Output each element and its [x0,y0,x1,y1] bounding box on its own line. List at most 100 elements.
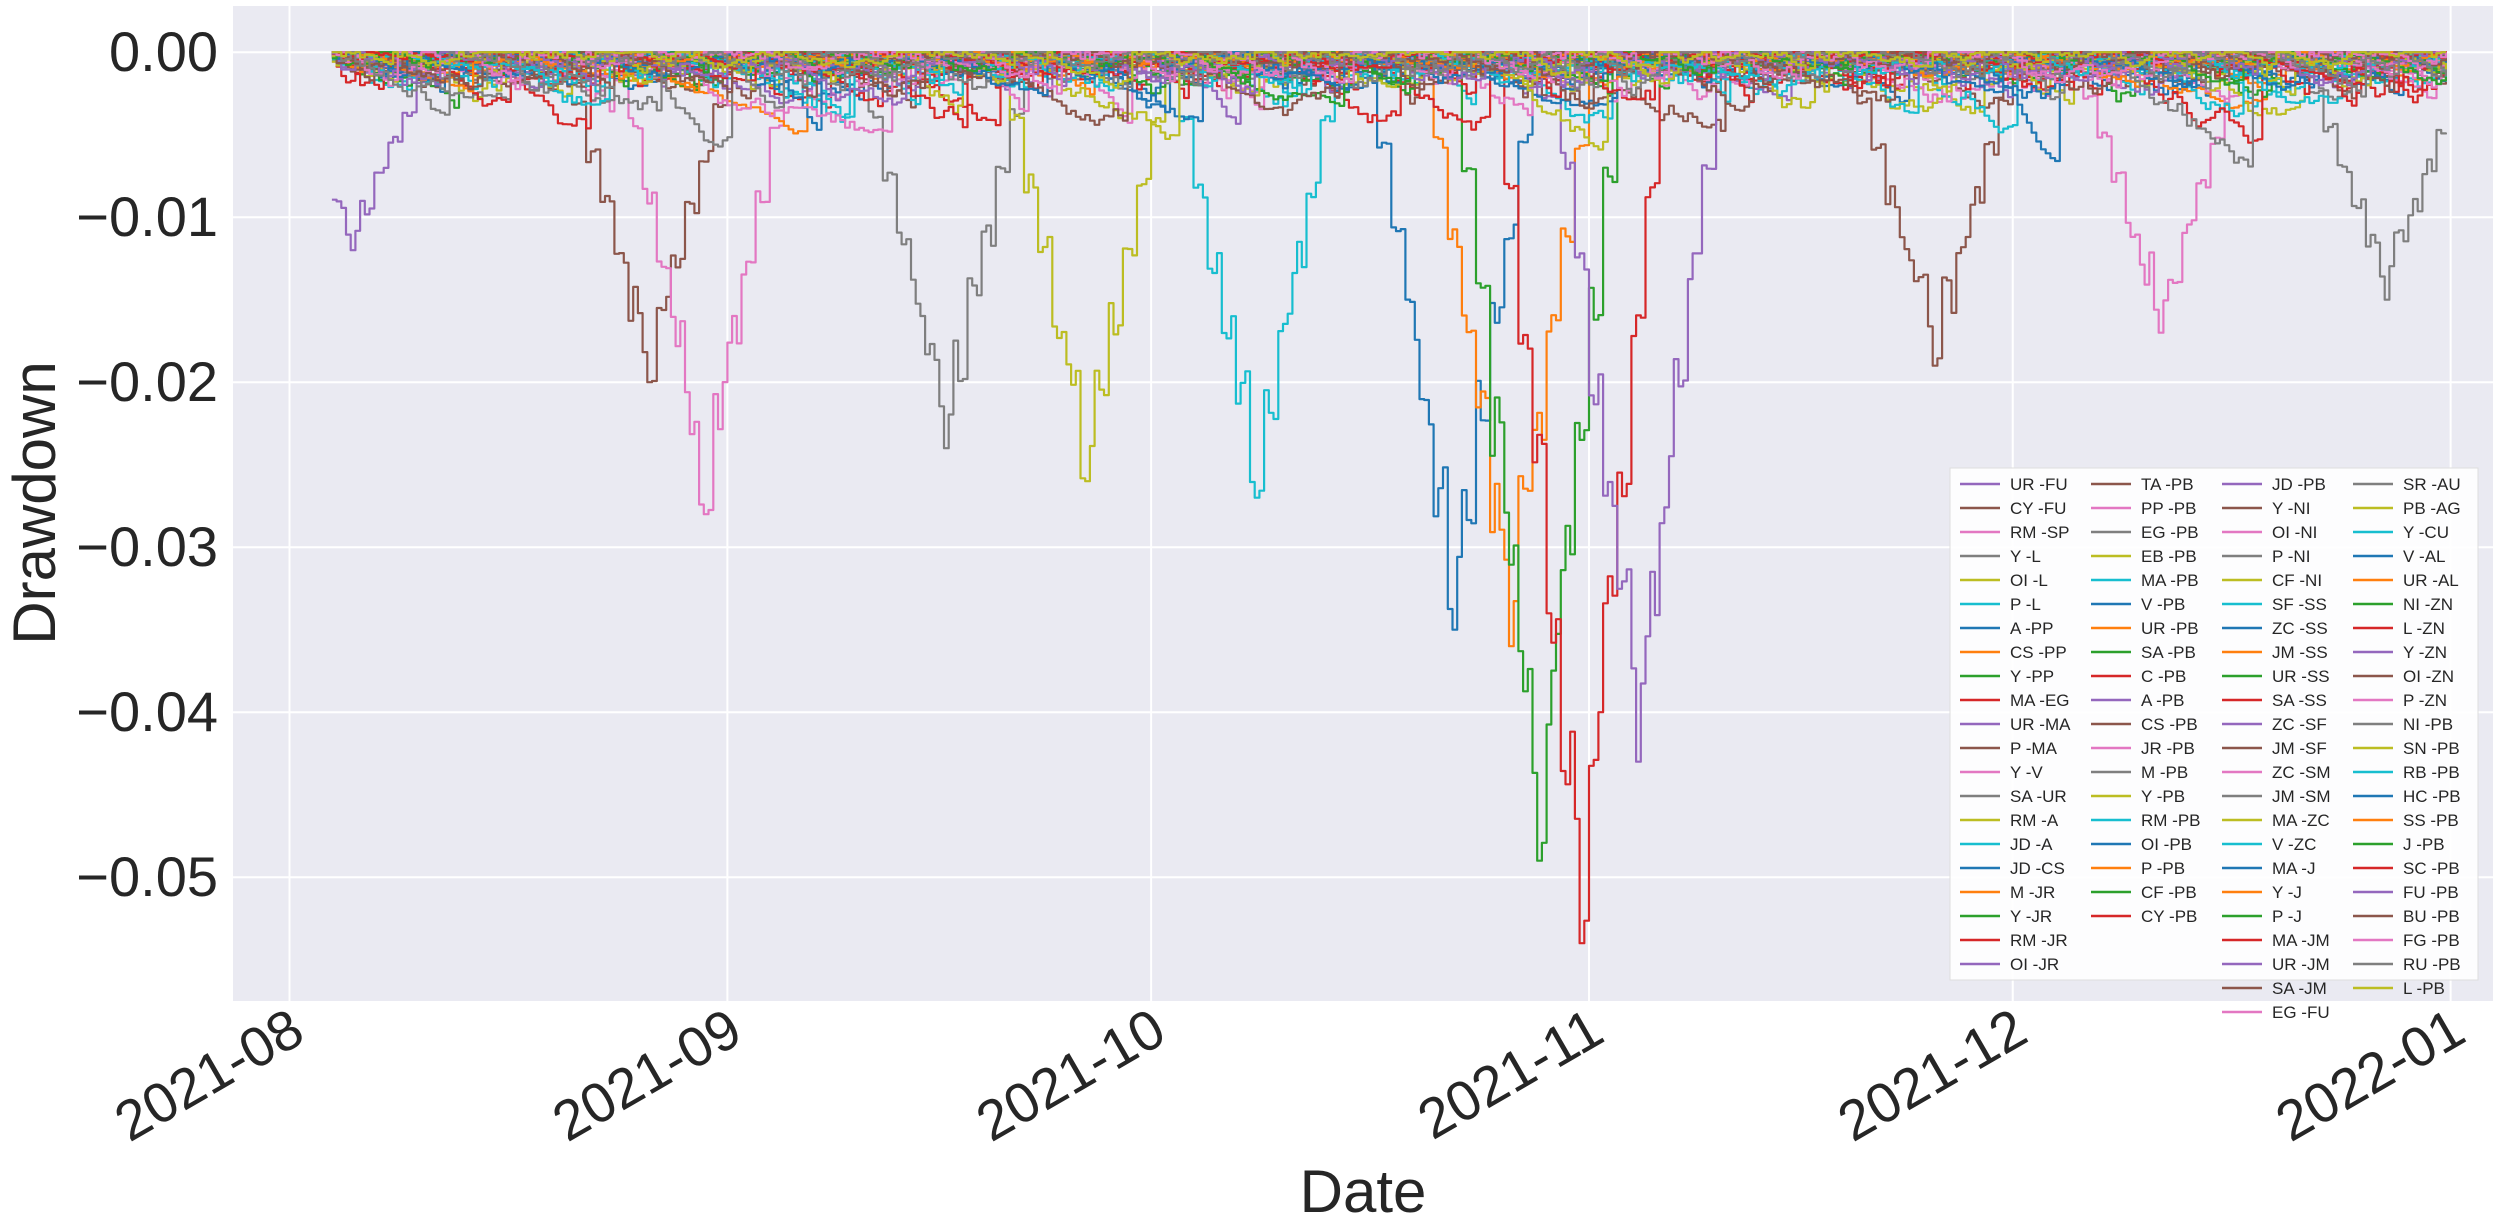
legend-entry: RM -JR [2010,931,2068,950]
legend-entry: JD -PB [2272,475,2326,494]
legend-entry: CF -PB [2141,883,2197,902]
legend-entry: OI -L [2010,571,2048,590]
legend-entry: FG -PB [2403,931,2460,950]
legend-entry: JM -SM [2272,787,2331,806]
legend-entry: UR -PB [2141,619,2199,638]
legend-entry: Y -ZN [2403,643,2447,662]
x-axis-label: Date [1300,1158,1427,1225]
x-tick-label: 2021-11 [1407,996,1613,1151]
legend-entry: Y -V [2010,763,2043,782]
legend-entry: PB -AG [2403,499,2461,518]
legend-entry: SA -SS [2272,691,2327,710]
legend-entry: EG -FU [2272,1003,2330,1022]
legend-entry: MA -JM [2272,931,2330,950]
y-tick-label: −0.03 [76,515,218,578]
legend-entry: A -PP [2010,619,2053,638]
legend-entry: L -ZN [2403,619,2445,638]
legend-entry: UR -SS [2272,667,2330,686]
legend-entry: P -J [2272,907,2302,926]
legend-entry: SN -PB [2403,739,2460,758]
legend-entry: EG -PB [2141,523,2199,542]
legend-entry: Y -NI [2272,499,2310,518]
legend-entry: RM -SP [2010,523,2070,542]
series-line [331,51,2446,89]
y-tick-labels: 0.00 −0.01 −0.02 −0.03 −0.04 −0.05 [76,20,218,908]
legend-entry: OI -PB [2141,835,2192,854]
y-tick-label: 0.00 [109,20,218,83]
legend-entry: FU -PB [2403,883,2459,902]
legend-entry: SC -PB [2403,859,2460,878]
legend-entry: SA -JM [2272,979,2327,998]
legend-entry: RM -PB [2141,811,2201,830]
legend-entry: Y -PP [2010,667,2054,686]
legend-entry: A -PB [2141,691,2184,710]
legend-entry: Y -J [2272,883,2302,902]
y-axis-label: Drawdown [1,361,68,644]
legend-entry: NI -ZN [2403,595,2453,614]
legend-entry: CS -PB [2141,715,2198,734]
legend-entry: C -PB [2141,667,2186,686]
legend-entry: Y -JR [2010,907,2052,926]
legend-entry: P -PB [2141,859,2185,878]
x-tick-label: 2021-10 [966,996,1175,1153]
legend-entry: P -MA [2010,739,2058,758]
legend-entry: RU -PB [2403,955,2461,974]
legend-entry: CS -PP [2010,643,2067,662]
legend-entry: UR -AL [2403,571,2459,590]
legend-entry: Y -CU [2403,523,2449,542]
legend-entry: CY -FU [2010,499,2066,518]
legend-entry: MA -EG [2010,691,2070,710]
legend-entry: RB -PB [2403,763,2460,782]
legend-entry: Y -L [2010,547,2041,566]
legend-entry: J -PB [2403,835,2445,854]
legend-entry: SS -PB [2403,811,2459,830]
legend-entry: JD -A [2010,835,2053,854]
legend-entry: P -L [2010,595,2041,614]
legend-entry: JM -SS [2272,643,2328,662]
legend-entry: OI -NI [2272,523,2317,542]
legend: UR -FU CY -FU RM -SP Y -L OI -L P -L A -PP CS -… [1949,467,2479,1022]
legend-entry: RM -A [2010,811,2059,830]
legend-entry: P -ZN [2403,691,2447,710]
legend-entry: M -JR [2010,883,2055,902]
legend-entry: CY -PB [2141,907,2197,926]
legend-entry: HC -PB [2403,787,2461,806]
x-tick-label: 2021-09 [542,996,751,1153]
legend-entry: SA -UR [2010,787,2067,806]
legend-entry: P -NI [2272,547,2310,566]
x-tick-labels: 2021-08 2021-09 2021-10 2021-11 2021-12 2022-… [104,996,2475,1153]
legend-entry: JM -SF [2272,739,2327,758]
legend-entry: SA -PB [2141,643,2196,662]
legend-entry: V -AL [2403,547,2446,566]
legend-entry: OI -ZN [2403,667,2454,686]
legend-entry: UR -JM [2272,955,2330,974]
legend-entry: ZC -SS [2272,619,2328,638]
x-tick-label: 2021-12 [1827,996,2036,1153]
legend-entry: JR -PB [2141,739,2195,758]
legend-entry: BU -PB [2403,907,2460,926]
legend-entry: L -PB [2403,979,2445,998]
y-tick-label: −0.05 [76,845,218,908]
legend-entry: MA -ZC [2272,811,2330,830]
legend-entry: JD -CS [2010,859,2065,878]
legend-entry: OI -JR [2010,955,2059,974]
legend-entry: SF -SS [2272,595,2327,614]
legend-entry: Y -PB [2141,787,2185,806]
legend-entry: V -ZC [2272,835,2316,854]
legend-entry: UR -MA [2010,715,2071,734]
legend-entry: CF -NI [2272,571,2322,590]
legend-entry: MA -J [2272,859,2315,878]
legend-entry: NI -PB [2403,715,2453,734]
legend-entry: MA -PB [2141,571,2199,590]
series-line [331,51,2447,100]
legend-entry: PP -PB [2141,499,2196,518]
legend-entry: SR -AU [2403,475,2461,494]
legend-entry: TA -PB [2141,475,2194,494]
series-lines [331,51,2447,945]
legend-entry: ZC -SM [2272,763,2331,782]
legend-entry: M -PB [2141,763,2188,782]
y-tick-label: −0.02 [76,350,218,413]
legend-entry: V -PB [2141,595,2185,614]
y-tick-label: −0.04 [76,680,218,743]
